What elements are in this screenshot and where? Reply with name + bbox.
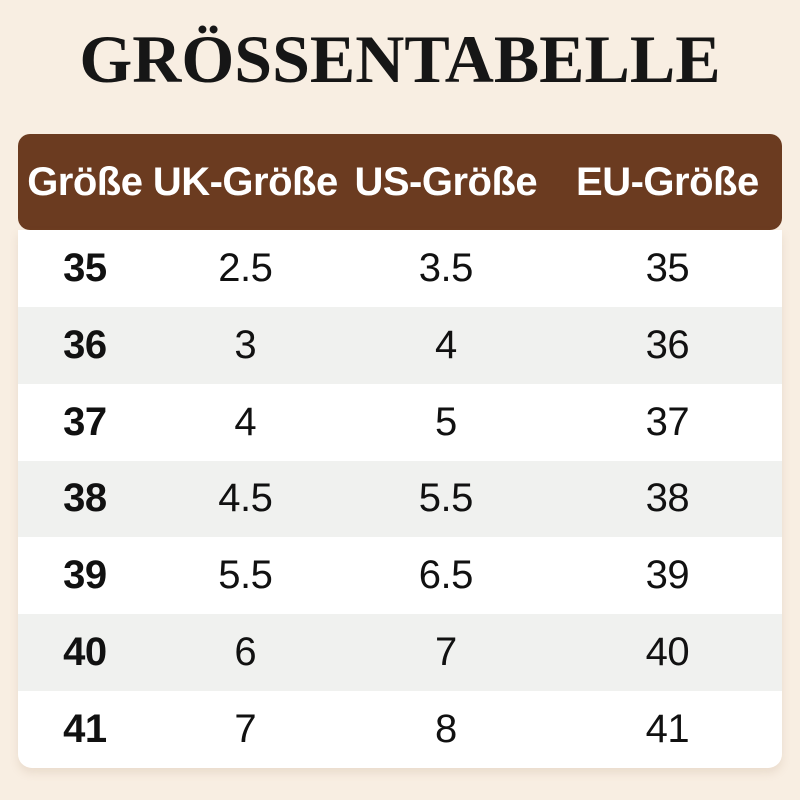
table-row: 37 4 5 37 <box>18 383 782 461</box>
size-table: Größe UK-Größe US-Größe EU-Größe 35 2.5 … <box>18 134 782 768</box>
column-header-groesse: Größe <box>27 159 143 204</box>
cell-uk-groesse: 4 <box>234 399 257 444</box>
cell-groesse: 37 <box>63 399 107 444</box>
cell-us-groesse: 5 <box>434 399 457 444</box>
cell-eu-groesse: 38 <box>645 476 690 521</box>
cell-uk-groesse: 4.5 <box>218 476 273 521</box>
table-row: 35 2.5 3.5 35 <box>18 230 782 307</box>
cell-us-groesse: 8 <box>434 706 457 751</box>
cell-groesse: 35 <box>63 245 107 290</box>
cell-uk-groesse: 3 <box>234 322 257 367</box>
cell-groesse: 39 <box>63 553 107 598</box>
cell-groesse: 40 <box>63 630 107 675</box>
table-body: 35 2.5 3.5 35 36 3 4 36 37 4 5 37 38 4.5… <box>18 230 782 768</box>
cell-eu-groesse: 40 <box>645 630 690 675</box>
table-row: 41 7 8 41 <box>18 691 782 768</box>
page-title: GRÖSSENTABELLE <box>79 21 721 97</box>
cell-eu-groesse: 36 <box>645 322 690 367</box>
cell-eu-groesse: 35 <box>645 245 690 290</box>
table-row: 39 5.5 6.5 39 <box>18 537 782 615</box>
table-header-row: Größe UK-Größe US-Größe EU-Größe <box>18 134 782 230</box>
cell-groesse: 36 <box>63 322 107 367</box>
cell-uk-groesse: 7 <box>234 706 257 751</box>
table-row: 38 4.5 5.5 38 <box>18 460 782 538</box>
cell-us-groesse: 5.5 <box>418 476 474 521</box>
cell-us-groesse: 6.5 <box>418 553 474 598</box>
table-row: 36 3 4 36 <box>18 306 782 384</box>
cell-uk-groesse: 5.5 <box>218 553 273 598</box>
cell-eu-groesse: 39 <box>645 553 690 598</box>
cell-uk-groesse: 2.5 <box>218 245 273 290</box>
table-row: 40 6 7 40 <box>18 614 782 692</box>
cell-us-groesse: 3.5 <box>418 245 474 290</box>
column-header-eu-groesse: EU-Größe <box>576 159 759 204</box>
column-header-us-groesse: US-Größe <box>354 159 538 204</box>
cell-groesse: 41 <box>63 706 107 751</box>
cell-groesse: 38 <box>63 476 107 521</box>
cell-eu-groesse: 41 <box>645 706 690 751</box>
cell-us-groesse: 7 <box>434 630 457 675</box>
cell-us-groesse: 4 <box>434 322 457 367</box>
column-header-uk-groesse: UK-Größe <box>152 159 338 204</box>
cell-uk-groesse: 6 <box>234 630 257 675</box>
cell-eu-groesse: 37 <box>645 399 690 444</box>
